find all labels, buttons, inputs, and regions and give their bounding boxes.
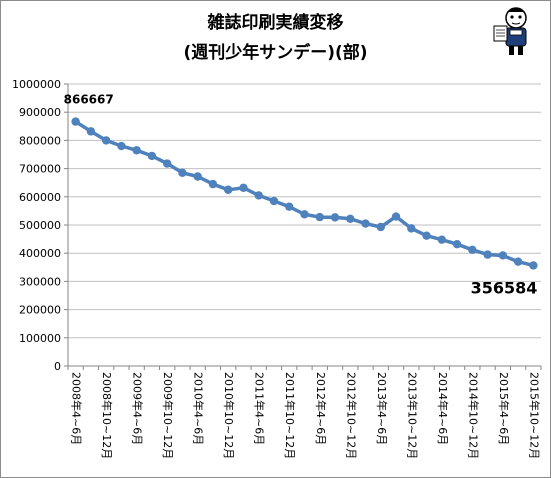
chart-title-line2: (週刊少年サンデー)(部)	[183, 43, 368, 63]
gridlines	[68, 83, 541, 367]
y-tick-label: 800000	[19, 134, 61, 147]
data-point	[483, 250, 492, 259]
x-tick-label: 2011年4~6月	[253, 372, 267, 445]
data-point	[529, 261, 538, 270]
chart-title-line1: 雑誌印刷実績変移	[207, 13, 344, 33]
data-point	[254, 191, 263, 200]
data-point	[86, 127, 96, 136]
x-tick-label: 2014年4~6月	[436, 372, 450, 445]
data-point	[346, 214, 355, 223]
y-tick-label: 1000000	[12, 78, 61, 91]
data-point	[71, 117, 80, 126]
x-tick-label: 2010年4~6月	[192, 372, 206, 445]
y-tick-label: 200000	[19, 304, 61, 317]
data-point	[178, 168, 187, 178]
data-point	[239, 183, 248, 192]
y-tick-label: 0	[54, 360, 61, 373]
x-tick-label: 2013年4~6月	[375, 372, 389, 445]
y-tick-label: 300000	[19, 275, 61, 288]
y-tick-label: 400000	[19, 247, 61, 260]
data-point	[315, 212, 324, 222]
series-line-path	[74, 120, 534, 268]
data-point	[224, 185, 233, 194]
x-tick-label: 2013年10~12月	[405, 372, 419, 459]
y-tick-label: 700000	[19, 163, 61, 176]
data-point	[452, 239, 462, 249]
x-tick-label: 2015年4~6月	[497, 372, 511, 445]
y-tick-label: 600000	[19, 191, 61, 204]
x-tick-label: 2008年4~6月	[70, 372, 84, 445]
data-point	[422, 231, 431, 240]
data-point	[361, 219, 370, 228]
x-tick-label: 2009年4~6月	[131, 372, 145, 445]
x-tick-label: 2011年10~12月	[283, 372, 297, 459]
data-point	[269, 196, 279, 206]
x-tick-label: 2008年10~12月	[100, 372, 114, 459]
data-label: 356584	[471, 278, 538, 297]
x-tick-label: 2012年10~12月	[344, 372, 358, 459]
data-point	[147, 151, 157, 161]
data-point	[208, 179, 218, 189]
data-point	[391, 212, 401, 221]
data-point	[132, 146, 141, 155]
x-tick-labels: 2008年4~6月 2008年10~12月 2009年4~6月 2009年10~12月…	[70, 372, 542, 459]
axes	[64, 83, 542, 370]
data-point	[437, 235, 447, 244]
data-point	[330, 213, 340, 222]
x-tick-label: 2012年4~6月	[314, 372, 328, 445]
data-point	[300, 210, 309, 219]
data-point	[513, 257, 523, 266]
y-tick-label: 100000	[19, 332, 61, 345]
x-tick-label: 2009年10~12月	[161, 372, 175, 459]
data-point	[193, 172, 202, 181]
y-tick-label: 900000	[19, 106, 61, 119]
x-tick-label: 2010年10~12月	[222, 372, 236, 459]
data-point	[162, 159, 172, 168]
data-labels: 866667 356584	[64, 93, 538, 298]
data-point	[468, 245, 477, 255]
series-line	[71, 117, 538, 270]
y-tick-labels: 0 100000 200000 300000 400000 500000 600000 700…	[12, 78, 61, 373]
x-tick-label: 2014年10~12月	[466, 372, 480, 459]
data-point	[285, 202, 294, 211]
data-point	[407, 224, 416, 233]
data-label: 866667	[64, 93, 114, 107]
data-point	[376, 222, 385, 232]
data-point	[117, 141, 126, 151]
data-point	[498, 251, 508, 260]
y-tick-label: 500000	[19, 219, 61, 232]
cartoon-reader-icon	[493, 7, 527, 55]
data-point	[101, 136, 111, 145]
x-tick-label: 2015年10~12月	[527, 372, 541, 459]
